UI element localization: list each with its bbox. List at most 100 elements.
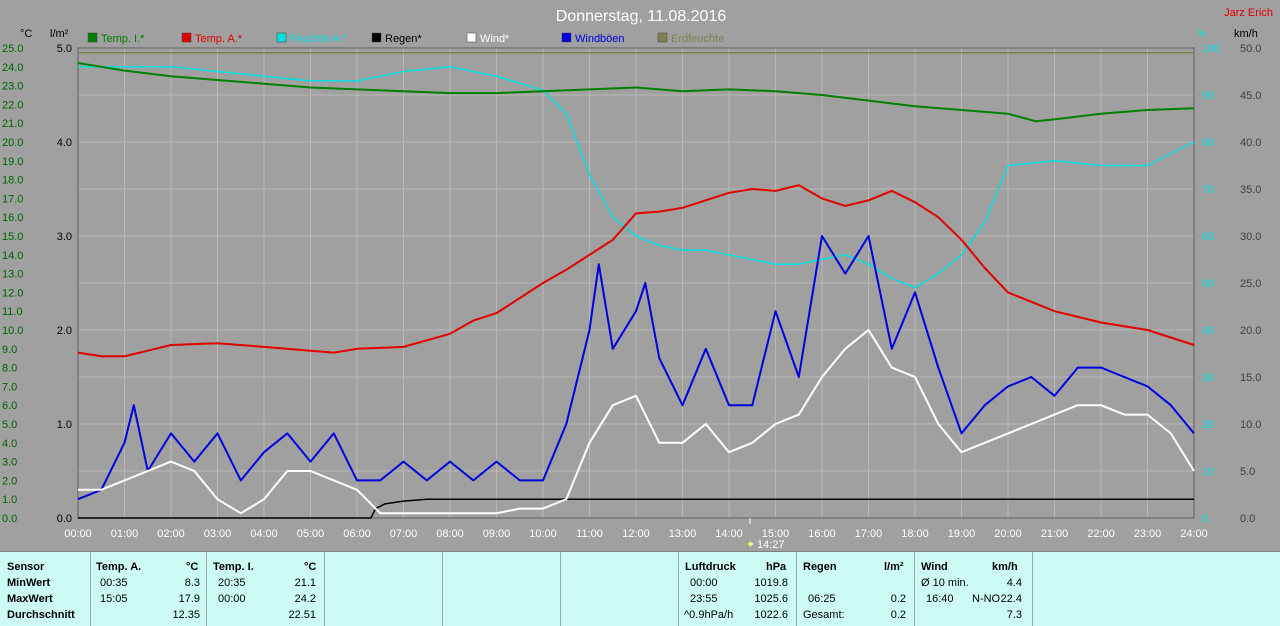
humidity-tick-label: 20: [1202, 419, 1214, 431]
wind-tick-label: 25.0: [1240, 278, 1261, 290]
humidity-tick-label: 10: [1202, 466, 1214, 478]
pressure-header: Luftdruck: [685, 561, 736, 573]
pressure-avg: 1022.6: [754, 609, 788, 621]
temp-tick-label: 15.0: [2, 231, 23, 243]
temp-tick-label: 17.0: [2, 193, 23, 205]
temp-tick-label: 2.0: [2, 475, 17, 487]
time-marker-label: 14:27: [757, 539, 785, 551]
x-tick-label: 11:00: [576, 528, 603, 540]
temp-a-max-time: 15:05: [100, 593, 128, 605]
temp-tick-label: 13.0: [2, 269, 23, 281]
pressure-max-time: 23:55: [690, 593, 718, 605]
temp-tick-label: 25.0: [2, 43, 23, 55]
x-tick-label: 08:00: [436, 528, 464, 540]
author-label: Jarz Erich: [1224, 7, 1273, 19]
wind-tick-label: 30.0: [1240, 231, 1261, 243]
rain-total-label: Gesamt:: [803, 609, 845, 621]
wind-axis-ticks: 0.0 5.0 10.0 15.0 20.0 25.0 30.0 35.0 40.0 45.0 50…: [1240, 43, 1261, 525]
wind-tick-label: 20.0: [1240, 325, 1261, 337]
wind-tick-label: 35.0: [1240, 184, 1261, 196]
col-divider: [206, 552, 207, 626]
legend-label: Erdfeuchte: [671, 33, 724, 45]
legend-swatch: [371, 32, 382, 43]
humidity-tick-label: 60: [1202, 231, 1214, 243]
temp-tick-label: 14.0: [2, 250, 23, 262]
pressure-min: 1019.8: [754, 577, 788, 589]
rain-max: 0.2: [890, 593, 906, 605]
x-tick-label: 05:00: [297, 528, 325, 540]
row-label-min: MinWert: [7, 577, 51, 589]
x-tick-label: 01:00: [111, 528, 139, 540]
rain-tick-label: 5.0: [57, 43, 72, 55]
col-divider: [914, 552, 915, 626]
humidity-tick-label: 40: [1202, 325, 1214, 337]
temp-tick-label: 7.0: [2, 381, 17, 393]
temp-tick-label: 12.0: [2, 287, 23, 299]
humidity-axis-ticks: 0 10 20 30 40 50 60 70 80 90 100: [1202, 43, 1220, 525]
legend-swatch: [87, 32, 98, 43]
series-line-regen: [78, 498, 1194, 519]
humidity-tick-label: 80: [1202, 137, 1214, 149]
rain-unit: l/m²: [884, 561, 904, 573]
rain-axis-unit: l/m²: [50, 28, 69, 40]
wind-header: Wind: [921, 561, 948, 573]
col-divider: [796, 552, 797, 626]
humidity-axis-unit: %: [1197, 28, 1207, 40]
pressure-min-time: 00:00: [690, 577, 718, 589]
rain-total: 0.2: [890, 609, 906, 621]
wind-max-time: 16:40: [926, 593, 954, 605]
rain-tick-label: 1.0: [57, 419, 72, 431]
temp-a-header: Temp. A.: [96, 561, 142, 573]
temp-tick-label: 3.0: [2, 457, 17, 469]
legend-swatch: [181, 32, 192, 43]
temp-axis-unit: °C: [20, 28, 32, 40]
temp-tick-label: 19.0: [2, 156, 23, 168]
x-tick-label: 02:00: [157, 528, 185, 540]
rain-axis-ticks: 0.0 1.0 2.0 3.0 4.0 5.0: [57, 43, 72, 525]
x-tick-label: 16:00: [808, 528, 836, 540]
temp-a-unit: °C: [186, 561, 199, 573]
series-line-wind: [78, 329, 1195, 515]
x-tick-label: 07:00: [390, 528, 418, 540]
x-tick-label: 14:00: [715, 528, 743, 540]
x-tick-label: 18:00: [901, 528, 929, 540]
wind-tick-label: 15.0: [1240, 372, 1261, 384]
x-tick-label: 23:00: [1134, 528, 1162, 540]
temp-tick-label: 11.0: [2, 306, 23, 318]
legend-swatch: [657, 32, 668, 43]
rain-tick-label: 3.0: [57, 231, 72, 243]
pressure-max: 1025.6: [754, 593, 788, 605]
wind-axis-unit: km/h: [1234, 28, 1258, 40]
wind-avg10: 4.4: [1006, 577, 1022, 589]
temp-tick-label: 16.0: [2, 212, 23, 224]
time-marker: ✦ 14:27: [746, 539, 785, 551]
legend-label: Temp. I.*: [101, 33, 145, 45]
humidity-tick-label: 50: [1202, 278, 1214, 290]
x-tick-label: 21:00: [1041, 528, 1069, 540]
humidity-tick-label: 70: [1202, 184, 1214, 196]
humidity-tick-label: 30: [1202, 372, 1214, 384]
x-tick-label: 15:00: [762, 528, 790, 540]
temp-tick-label: 8.0: [2, 363, 17, 375]
rain-tick-label: 4.0: [57, 137, 72, 149]
col-divider: [90, 552, 91, 626]
series-line-temp-a: [77, 184, 1195, 358]
legend-swatch: [466, 32, 477, 43]
time-marker-icon: ✦: [746, 539, 755, 551]
temp-a-max: 17.9: [178, 593, 200, 605]
col-divider: [324, 552, 325, 626]
temp-tick-label: 22.0: [2, 99, 23, 111]
x-tick-label: 10:00: [529, 528, 557, 540]
temp-tick-label: 0.0: [2, 513, 17, 525]
x-tick-label: 17:00: [855, 528, 883, 540]
col-divider: [442, 552, 443, 626]
pressure-trend: ^0.9hPa/h: [684, 609, 734, 621]
x-tick-label: 06:00: [343, 528, 371, 540]
plot-border: [77, 47, 1195, 519]
x-tick-label: 24:00: [1180, 528, 1208, 540]
wind-max-direction: N-NO: [972, 593, 1001, 605]
col-divider: [678, 552, 679, 626]
x-tick-label: 03:00: [204, 528, 232, 540]
wind-unit: km/h: [992, 561, 1018, 573]
temp-a-min-time: 00:35: [100, 577, 128, 589]
